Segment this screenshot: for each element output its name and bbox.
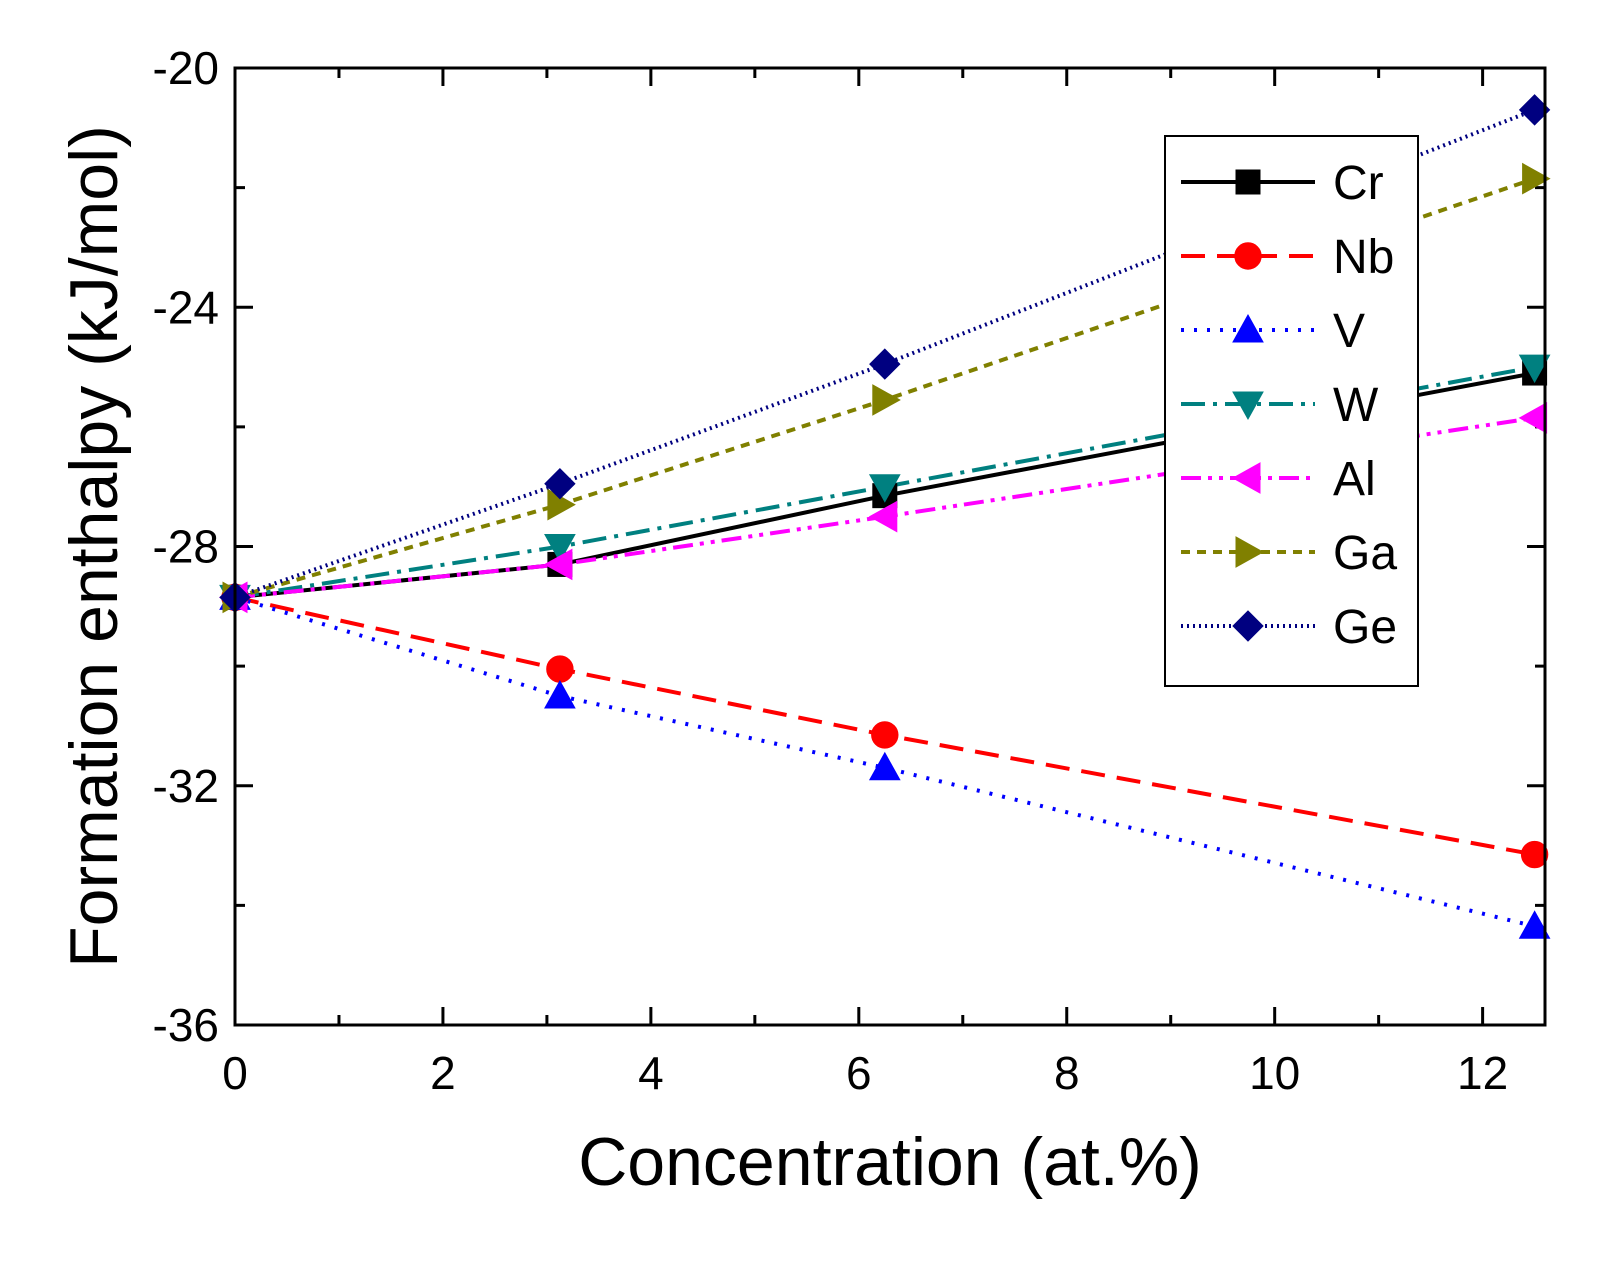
x-axis-title: Concentration (at.%) [578,1124,1202,1200]
x-tick-label: 12 [1457,1047,1508,1099]
axis-ticks [233,66,1545,1027]
data-point-v [1518,910,1551,939]
data-point-ge [544,467,576,500]
tick-labels: 0 2 4 6 8 10 12 -20 -24 -28 -32 -36 [153,42,1509,1099]
data-point-nb [546,655,574,683]
x-tick-label: 8 [1054,1047,1080,1099]
data-point-w [544,534,576,563]
y-tick-label: -20 [153,42,219,94]
y-tick-label: -24 [153,281,219,333]
data-point-w [1518,354,1551,384]
x-tick-label: 6 [846,1047,872,1099]
data-point-nb [1520,840,1549,869]
x-tick-label: 0 [222,1047,248,1099]
legend-items: Cr Nb VW Al Ga Ge [1181,157,1397,654]
legend-marker-w [1232,391,1264,421]
x-tick-label: 10 [1249,1047,1300,1099]
legend-marker-nb [1234,242,1262,270]
data-point-w [868,474,901,503]
y-axis-title: Formation enthalpy (kJ/mol) [56,125,132,968]
legend-marker-al [1231,462,1261,494]
series-line-ga [234,176,1536,600]
plot-frame [233,66,1547,1027]
data-point-v [868,751,901,781]
legend-label-al: Al [1333,453,1376,506]
data-point-ga [872,384,901,416]
data-point-v [544,680,576,709]
data-point-al [1518,402,1548,434]
data-point-al [868,500,898,533]
y-tick-label: -28 [153,521,219,573]
data-point-al [543,548,573,581]
data-point-nb [871,721,899,749]
y-tick-label: -36 [153,999,219,1051]
legend-label-nb: Nb [1333,231,1394,284]
legend-marker-ge [1232,610,1264,642]
legend-marker-cr [1235,169,1261,195]
series-line-v [234,595,1536,929]
x-tick-label: 2 [430,1047,456,1099]
legend-box [1164,135,1419,687]
legend-label-w: W [1333,379,1379,432]
y-tick-label: -32 [153,760,219,812]
legend-label-cr: Cr [1333,157,1384,210]
legend: Cr Nb VW Al Ga Ge [1164,135,1419,687]
legend-label-ga: Ga [1333,527,1397,580]
legend-marker-ga [1235,536,1265,568]
series-line-nb [234,595,1535,857]
legend-label-v: V [1333,305,1365,358]
legend-label-ge: Ge [1333,601,1397,654]
data-point-ge [869,348,901,380]
series-markers [218,94,1551,939]
legend-marker-v [1232,313,1264,343]
data-point-ga [1522,162,1551,195]
x-tick-label: 4 [638,1047,664,1099]
